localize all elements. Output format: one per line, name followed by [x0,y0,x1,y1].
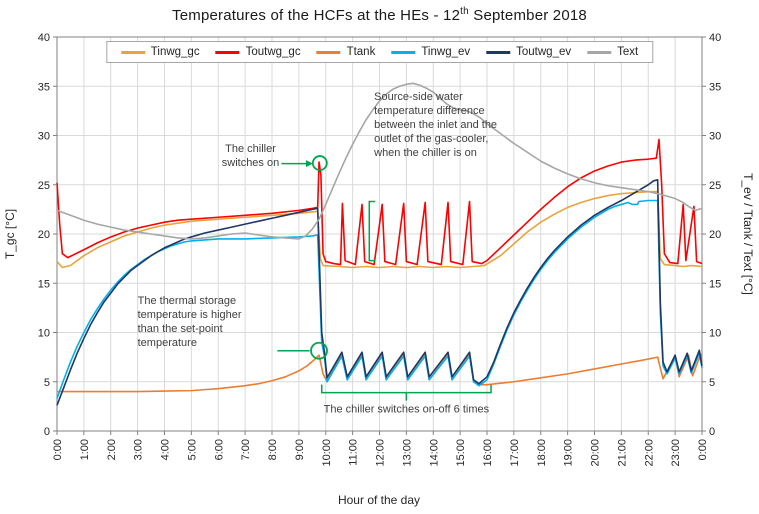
y-tick-label-left: 0 [44,426,50,438]
x-tick-label: 11:00 [348,439,360,466]
x-tick-label: 4:00 [160,439,172,460]
x-tick-label: 9:00 [294,439,306,460]
x-tick-label: 23:00 [670,439,682,467]
legend-entry-Toutwg_gc: Toutwg_gc [215,46,301,58]
legend-swatch-Text [587,50,612,54]
y-tick-label-right: 10 [709,328,721,340]
y-tick-label-left: 10 [38,328,50,340]
legend-label-Toutwg_ev: Toutwg_ev [516,46,572,58]
x-tick-label: 19:00 [563,439,575,467]
annotation-text: Source-side water temperature difference b… [373,91,497,159]
legend-label-Tinwg_gc: Tinwg_gc [150,46,200,58]
x-axis-title: Hour of the day [338,493,420,507]
legend-swatch-Ttank [316,50,341,54]
legend-swatch-Tinwg_ev [391,50,416,54]
left-axis-title: T_gc [°C] [3,209,17,259]
y-tick-label-left: 5 [44,377,50,389]
y-tick-label-right: 25 [709,180,721,192]
x-tick-label: 7:00 [240,439,252,460]
y-tick-label-left: 35 [38,81,50,93]
y-tick-label-left: 25 [38,180,50,192]
tick-labels: 0 0 5 5 10 10 15 15 20 20 25 25 30 30 35 35 40 40 0:00 1:00… [38,32,722,467]
x-tick-label: 16:00 [482,439,494,467]
annotation-horizontal-brace [320,384,492,401]
chart-title: Temperatures of the HCFs at the HEs - 12… [0,6,759,24]
y-tick-label-right: 5 [709,377,715,389]
chart-title-suffix: September 2018 [468,7,587,24]
annotation-source-side-water-diff: Source-side water temperature difference b… [368,91,497,262]
legend-entry-Text: Text [587,46,638,58]
x-tick-label: 2:00 [106,439,118,460]
legend-label-Toutwg_gc: Toutwg_gc [245,46,301,58]
annotation-circle [310,341,328,360]
legend-swatch-Tinwg_gc [120,50,145,54]
legend-entry-Tinwg_ev: Tinwg_ev [391,46,470,58]
annotation-arrow-head [305,160,313,168]
annotation-thermal-storage-setpoint: The thermal storage temperature is higher… [138,295,328,360]
annotation-chiller-on-off-6-times: The chiller switches on-off 6 times [320,384,492,415]
legend-label-Ttank: Ttank [346,46,376,58]
x-tick-label: 3:00 [133,439,145,460]
x-tick-label: 8:00 [267,439,279,460]
x-tick-label: 6:00 [213,439,225,460]
right-axis-title: T_ev / Ttank / Text [°C] [741,173,755,295]
chart-legend: Tinwg_gc Toutwg_gc Ttank Tinwg_ev Toutwg_ev T… [105,41,654,63]
series-group [56,82,703,406]
x-tick-label: 13:00 [401,439,413,467]
annotation-text: The chiller switches on [222,143,279,169]
x-tick-label: 0:00 [697,439,709,460]
x-tick-label: 0:00 [52,439,64,460]
x-tick-label: 14:00 [428,439,440,467]
x-tick-label: 22:00 [643,439,655,467]
annotation-vertical-bracket [368,200,376,262]
annotation-text: The chiller switches on-off 6 times [324,403,490,415]
y-tick-label-right: 0 [709,426,715,438]
chart-title-prefix: Temperatures of the HCFs at the HEs - 12 [172,7,461,24]
y-tick-label-left: 30 [38,131,50,143]
y-tick-label-right: 15 [709,278,721,290]
series-line-Toutwg_ev [56,179,703,406]
x-tick-label: 15:00 [455,439,467,467]
annotation-circle [311,155,328,171]
y-tick-label-right: 35 [709,81,721,93]
y-tick-label-right: 20 [709,229,721,241]
series-line-Toutwg_gc [56,138,703,266]
x-tick-label: 10:00 [321,439,333,467]
y-tick-label-right: 40 [709,32,721,44]
x-tick-label: 12:00 [375,439,387,467]
y-tick-label-right: 30 [709,131,721,143]
x-tick-label: 18:00 [536,439,548,467]
legend-entry-Ttank: Ttank [316,46,376,58]
x-tick-label: 5:00 [186,439,198,460]
y-tick-label-left: 20 [38,229,50,241]
x-tick-label: 20:00 [590,439,602,467]
series-line-Text [56,82,703,240]
y-tick-label-left: 15 [38,278,50,290]
legend-swatch-Toutwg_gc [215,50,240,54]
chart-title-superscript: th [460,6,469,17]
x-tick-label: 1:00 [79,439,91,460]
tick-marks [53,36,706,435]
legend-swatch-Toutwg_ev [486,50,511,54]
x-tick-label: 21:00 [616,439,628,467]
legend-label-Tinwg_ev: Tinwg_ev [421,46,471,58]
legend-entry-Toutwg_ev: Toutwg_ev [486,46,571,58]
y-tick-label-left: 40 [38,32,50,44]
x-tick-label: 17:00 [509,439,521,467]
legend-entry-Tinwg_gc: Tinwg_gc [120,46,200,58]
annotation-chiller-switches-on: The chiller switches on [222,143,328,171]
annotation-text: The thermal storage temperature is higher… [138,295,242,349]
series-line-Tinwg_gc [56,190,703,269]
legend-label-Text: Text [617,46,639,58]
